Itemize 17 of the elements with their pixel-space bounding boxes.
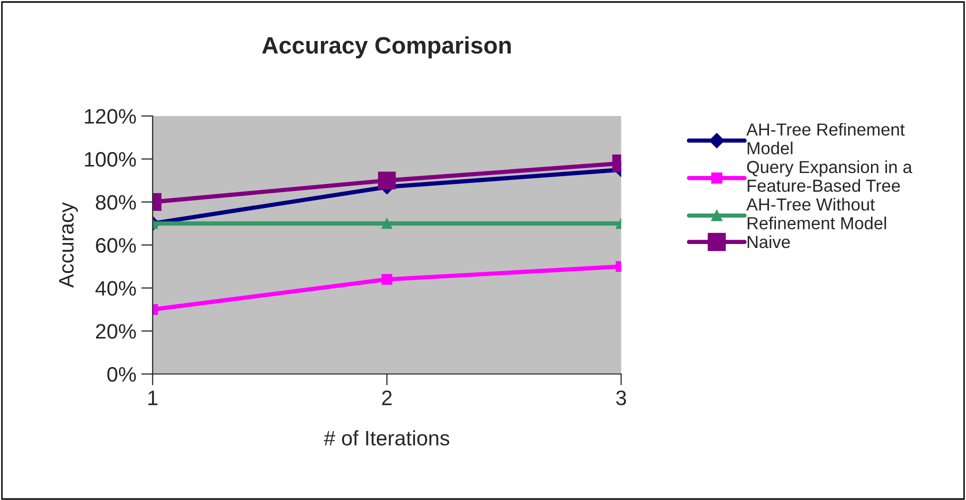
chart-title: Accuracy Comparison	[262, 36, 511, 58]
y-tick-label: 120%	[84, 109, 136, 124]
x-tick-label: 3	[616, 390, 626, 406]
y-tick-label: 60%	[96, 238, 136, 253]
legend-label: AH-Tree Without Refinement Model	[746, 198, 886, 230]
y-tick-label: 20%	[96, 324, 136, 339]
x-tick-label: 2	[382, 390, 392, 406]
legend-label: Naive	[748, 235, 790, 248]
x-tick-label: 1	[148, 390, 158, 406]
x-axis-title: # of Iterations	[324, 430, 450, 446]
y-tick-label: 40%	[95, 281, 136, 296]
y-axis-title: Accuracy	[59, 202, 78, 288]
legend-label: AH-Tree Refinement Model	[746, 122, 905, 154]
y-tick-label: 100%	[84, 152, 136, 167]
y-tick-label: 80%	[96, 195, 136, 210]
legend-label: Query Expansion in a Feature-Based Tree	[747, 160, 912, 192]
y-tick-label: 0%	[107, 367, 136, 382]
